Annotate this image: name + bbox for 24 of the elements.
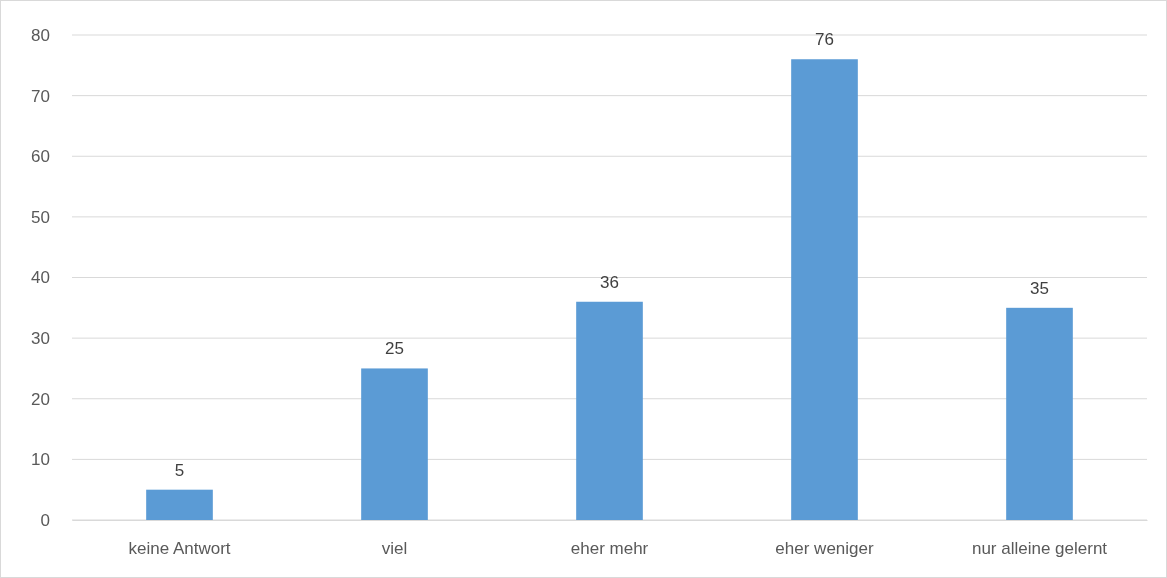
bar [576, 301, 643, 520]
y-tick-label: 60 [31, 147, 50, 167]
y-tick-label: 20 [31, 389, 50, 409]
bar [361, 368, 428, 520]
data-label: 76 [815, 30, 834, 50]
x-tick-label: viel [381, 539, 408, 559]
x-tick-label: eher weniger [775, 539, 874, 559]
x-tick-label: eher mehr [570, 539, 649, 559]
data-label: 35 [1030, 278, 1049, 298]
x-tick-label: nur alleine gelernt [971, 539, 1108, 559]
y-tick-label: 10 [31, 450, 50, 470]
y-tick-label: 70 [31, 86, 50, 106]
y-tick-label: 80 [31, 25, 50, 45]
y-tick-label: 40 [31, 268, 50, 288]
y-tick-label: 30 [31, 329, 50, 349]
y-tick-label: 50 [31, 207, 50, 227]
bar [1006, 307, 1073, 520]
data-label: 25 [385, 339, 404, 359]
data-label: 36 [600, 272, 619, 292]
data-label: 5 [174, 460, 185, 480]
bar [791, 59, 858, 520]
y-tick-label: 0 [40, 510, 50, 530]
x-tick-label: keine Antwort [128, 539, 231, 559]
bar [146, 489, 213, 520]
